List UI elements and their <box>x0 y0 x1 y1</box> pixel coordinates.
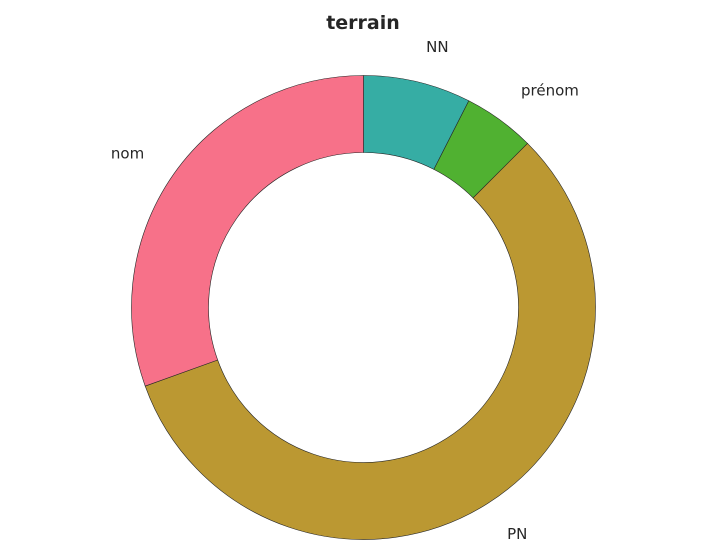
slice-nom <box>131 75 364 387</box>
label-group: NN prénom PN nom <box>111 38 579 543</box>
slice-pn <box>144 143 596 540</box>
slice-group <box>131 75 596 540</box>
slice-label-pn: PN <box>507 525 527 543</box>
slice-label-nn: NN <box>426 38 448 56</box>
slice-label-pre-nom: prénom <box>521 82 579 100</box>
chart-title: terrain <box>326 12 400 34</box>
slice-label-nom: nom <box>111 144 144 162</box>
